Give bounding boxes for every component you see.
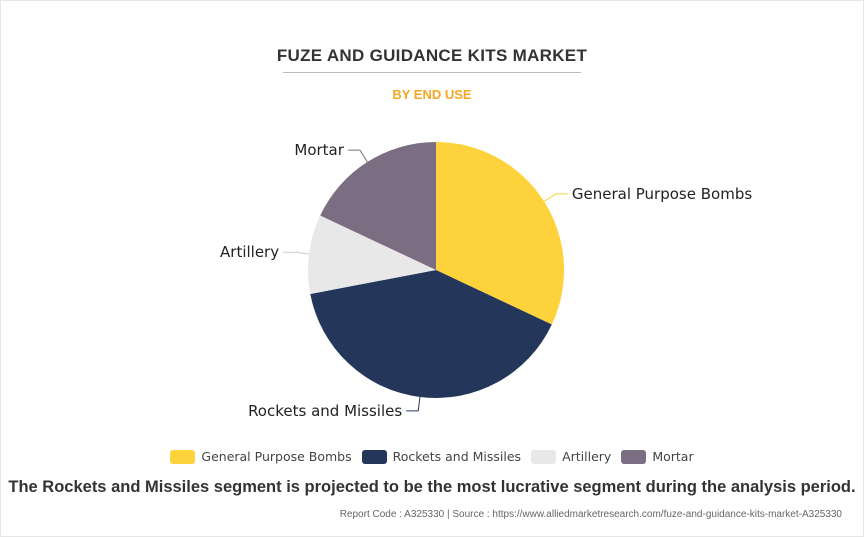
leader-line — [543, 193, 568, 202]
slice-label: General Purpose Bombs — [572, 185, 752, 203]
chart-subtitle: BY END USE — [392, 87, 472, 102]
pie-slice-rockets-and-missiles[interactable] — [310, 270, 552, 398]
legend-swatch — [531, 449, 557, 464]
pie-slice-general-purpose-bombs[interactable] — [436, 142, 564, 325]
source-footer: Report Code : A325330 | Source : https:/… — [339, 509, 842, 520]
legend-item[interactable]: Mortar — [621, 449, 694, 464]
legend-item[interactable]: Rockets and Missiles — [361, 449, 522, 464]
summary-note: The Rockets and Missiles segment is proj… — [8, 478, 856, 496]
pie-chart: General Purpose Bombs Rockets and Missile… — [220, 141, 752, 420]
pie-slice-mortar[interactable] — [320, 142, 436, 270]
leader-line — [347, 149, 368, 163]
legend-label: Mortar — [652, 449, 694, 464]
title-divider — [283, 72, 581, 73]
legend-label: Rockets and Missiles — [392, 449, 522, 464]
leader-line — [283, 251, 310, 255]
pie-slice-artillery[interactable] — [308, 215, 436, 294]
chart-title: FUZE AND GUIDANCE KITS MARKET — [276, 46, 588, 65]
legend: General Purpose Bombs Rockets and Missile… — [0, 449, 864, 464]
legend-label: General Purpose Bombs — [201, 449, 352, 464]
leader-line — [406, 396, 421, 412]
legend-item[interactable]: Artillery — [531, 449, 611, 464]
slice-label: Rockets and Missiles — [248, 402, 402, 420]
slice-label: Mortar — [294, 141, 344, 159]
legend-item[interactable]: General Purpose Bombs — [170, 449, 352, 464]
legend-label: Artillery — [562, 449, 612, 464]
legend-swatch — [621, 449, 647, 464]
legend-swatch — [170, 449, 196, 464]
legend-swatch — [361, 449, 387, 464]
slice-label: Artillery — [220, 243, 279, 261]
